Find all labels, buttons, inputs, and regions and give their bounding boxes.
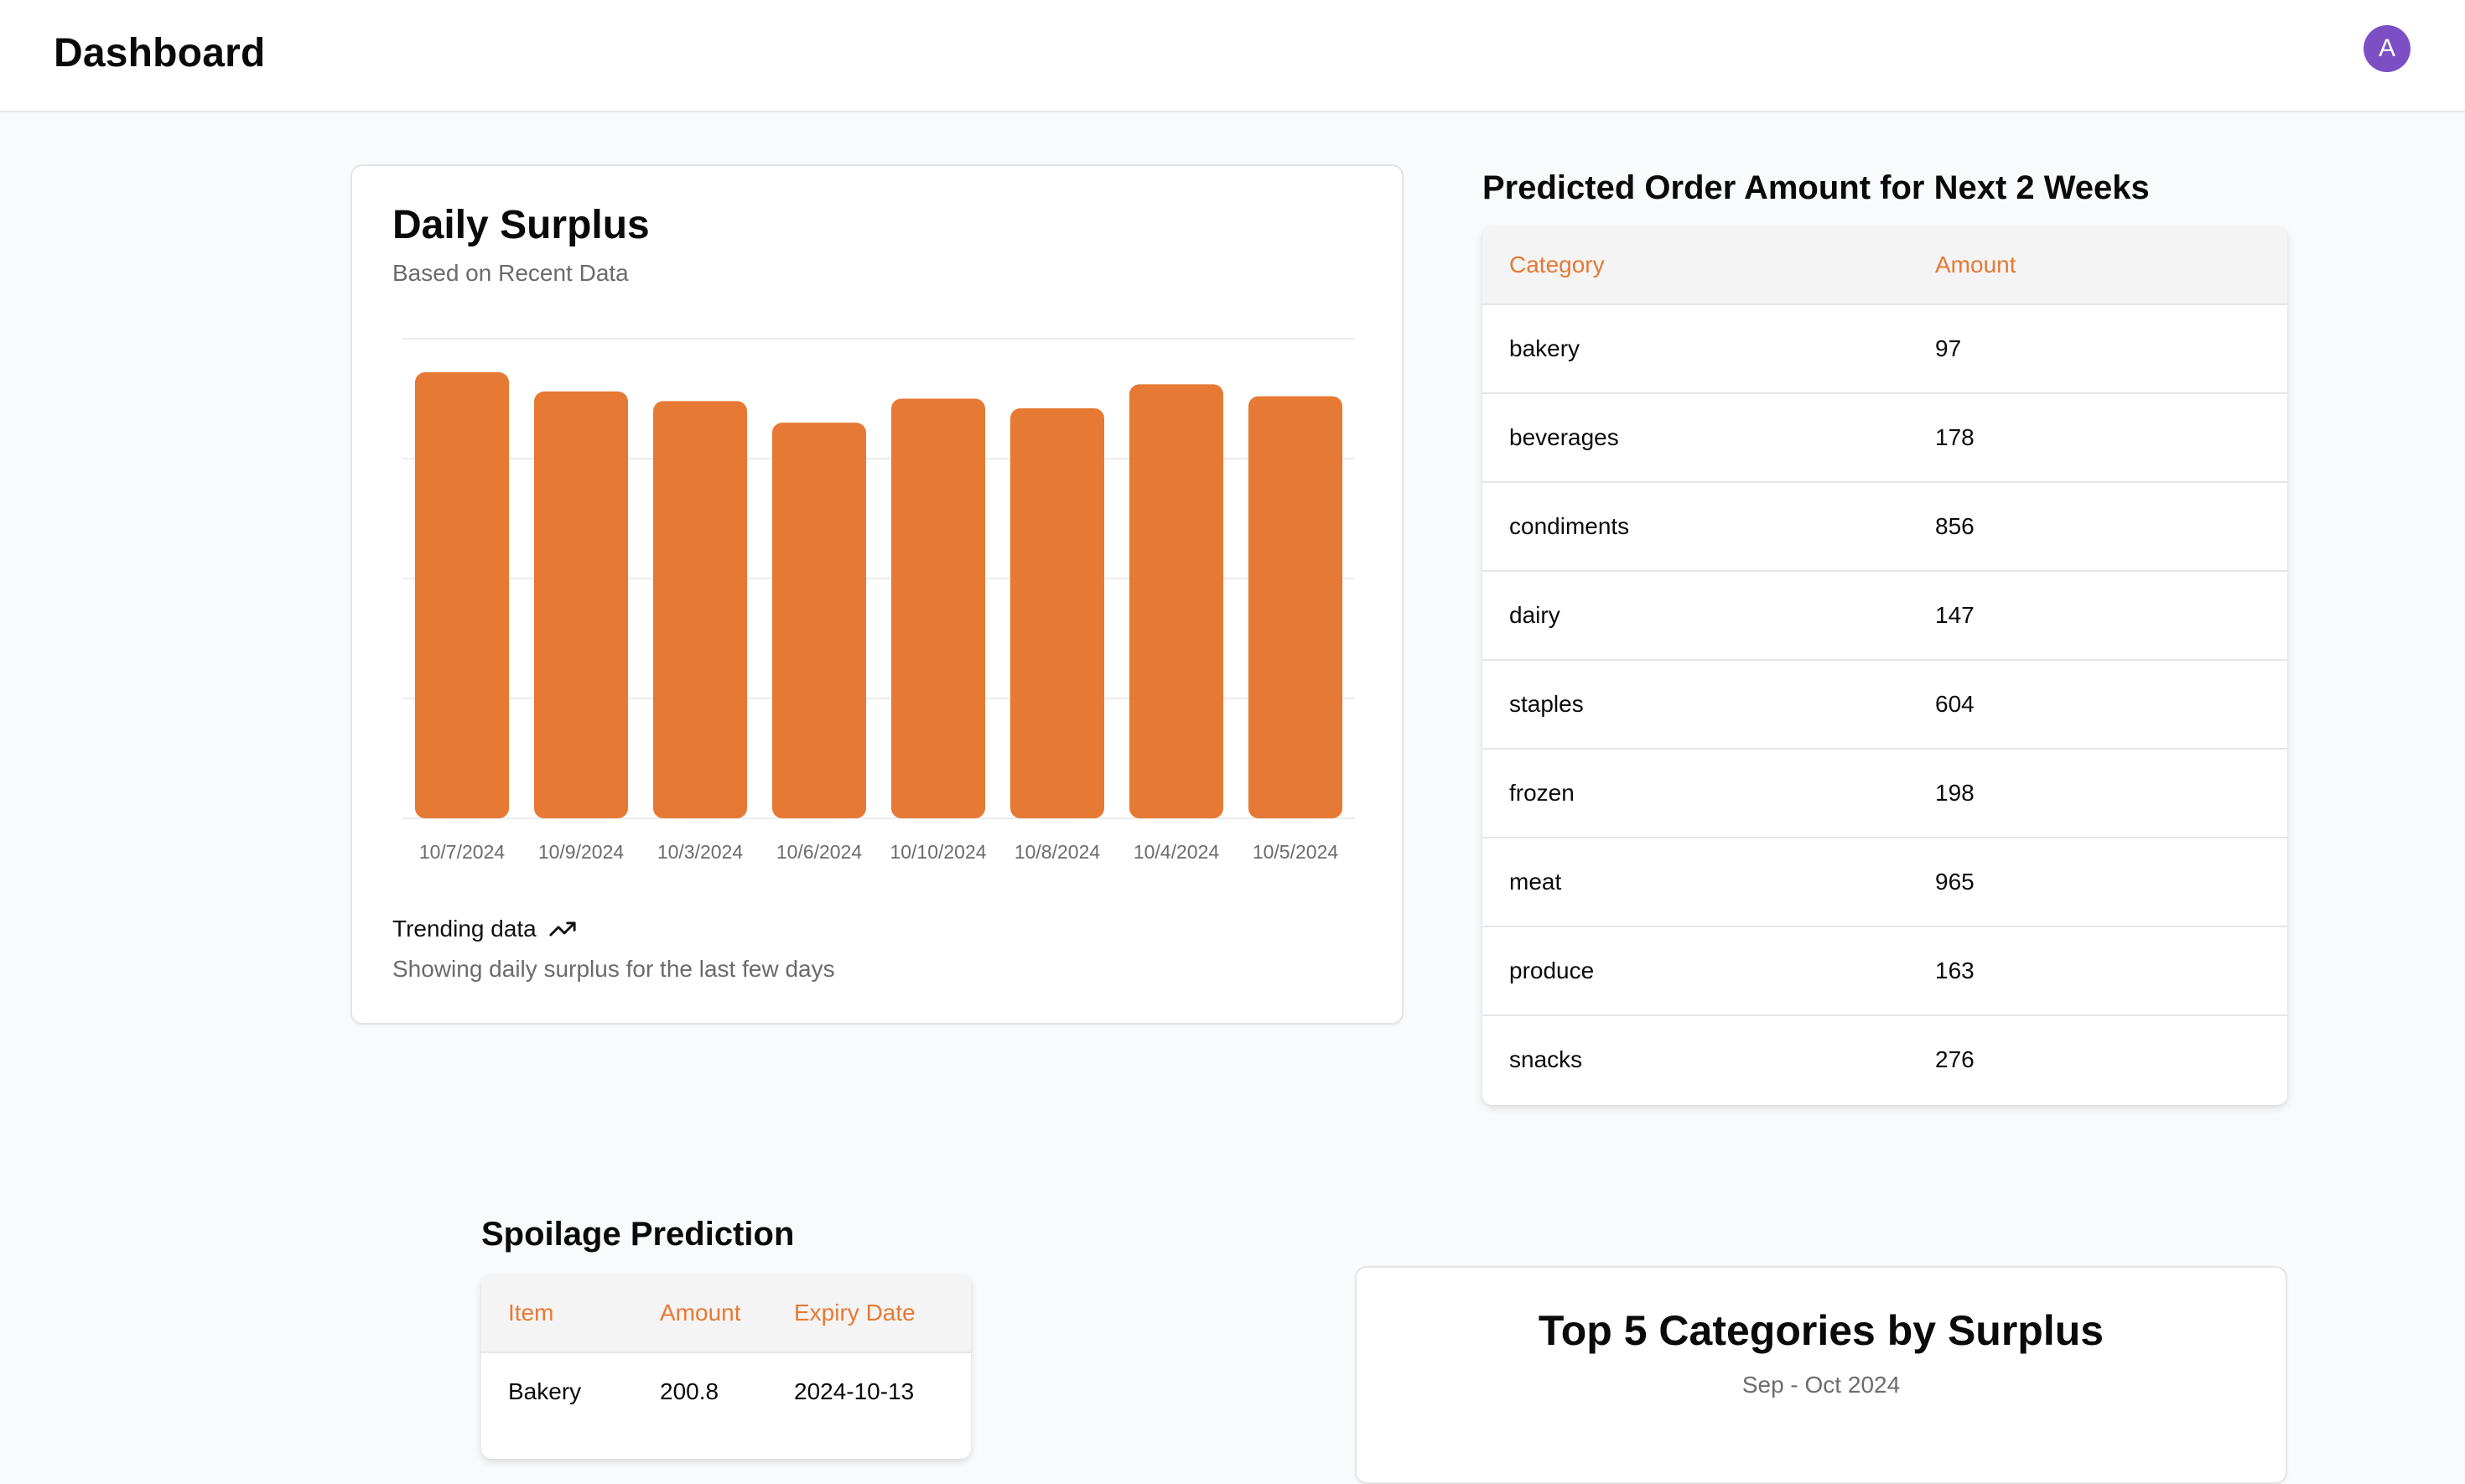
x-tick-label: 10/3/2024: [657, 841, 744, 863]
category-cell: dairy: [1482, 571, 1935, 661]
x-tick-label: 10/10/2024: [890, 841, 986, 863]
item-cell: Bakery: [508, 1378, 582, 1404]
chart-bar[interactable]: [1129, 384, 1223, 819]
amount-cell: 198: [1935, 749, 2287, 838]
chart-bar[interactable]: [653, 401, 747, 818]
column-header-amount: Amount: [1935, 226, 2287, 305]
category-cell: staples: [1482, 660, 1935, 750]
chart-bar[interactable]: [891, 398, 985, 819]
amount-cell: 604: [1935, 660, 2287, 750]
top5-title: Top 5 Categories by Surplus: [1538, 1307, 2104, 1354]
amount-cell: 200.8: [660, 1378, 719, 1404]
trend-label: Trending data: [392, 916, 537, 942]
x-tick-label: 10/7/2024: [419, 841, 506, 863]
daily-surplus-chart: 10/7/2024 10/9/2024 10/3/2024 10/6/2024 10/1…: [402, 338, 1355, 863]
expiry-date-cell: 2024-10-13: [794, 1378, 915, 1404]
trending-up-icon: [549, 921, 576, 937]
amount-cell: 276: [1935, 1046, 1975, 1072]
x-tick-label: 10/4/2024: [1134, 841, 1220, 863]
category-cell: snacks: [1509, 1046, 1583, 1072]
page-title: Dashboard: [54, 31, 266, 75]
table-row: dairy 147: [1482, 571, 2287, 661]
table-row: bakery 97: [1482, 304, 2287, 394]
amount-cell: 965: [1935, 838, 2287, 927]
table-header-row: Item Amount Expiry Date: [481, 1274, 971, 1353]
user-avatar[interactable]: A: [2364, 25, 2411, 72]
chart-bar[interactable]: [1010, 407, 1104, 818]
table-row: condiments 856: [1482, 482, 2287, 572]
x-tick-label: 10/9/2024: [538, 841, 625, 863]
table-row: frozen 198: [1482, 749, 2287, 838]
category-cell: produce: [1482, 926, 1935, 1016]
spoilage-title: Spoilage Prediction: [481, 1216, 795, 1253]
amount-cell: 147: [1935, 571, 2287, 661]
amount-cell: 97: [1935, 304, 2287, 394]
amount-cell: 178: [1935, 393, 2287, 483]
chart-bar[interactable]: [534, 391, 628, 818]
x-tick-label: 10/6/2024: [776, 841, 863, 863]
table-row: beverages 178: [1482, 393, 2287, 483]
category-cell: meat: [1482, 838, 1935, 927]
chart-bar[interactable]: [415, 372, 509, 818]
table-row: meat 965: [1482, 838, 2287, 927]
daily-surplus-card: Daily Surplus Based on Recent Data 10/7/…: [350, 164, 1404, 1025]
category-cell: bakery: [1482, 304, 1935, 394]
column-header-amount: Amount: [660, 1274, 794, 1353]
category-cell: frozen: [1482, 749, 1935, 838]
top5-categories-card: Top 5 Categories by Surplus Sep - Oct 20…: [1355, 1266, 2287, 1484]
daily-surplus-title: Daily Surplus: [392, 203, 650, 247]
table-header-row: Category Amount: [1482, 226, 2287, 305]
category-cell: condiments: [1482, 482, 1935, 572]
table-row: produce 163: [1482, 926, 2287, 1016]
top5-subtitle: Sep - Oct 2024: [1741, 1372, 1901, 1398]
x-tick-label: 10/5/2024: [1253, 841, 1339, 863]
predicted-orders-title: Predicted Order Amount for Next 2 Weeks: [1482, 169, 2150, 206]
table-row: staples 604: [1482, 660, 2287, 750]
column-header-item: Item: [481, 1274, 660, 1353]
x-tick-label: 10/8/2024: [1015, 841, 1101, 863]
table-row: Bakery 200.8 2024-10-13: [481, 1352, 971, 1459]
column-header-expiry-date: Expiry Date: [794, 1274, 971, 1353]
trend-label-row: Trending data: [392, 914, 577, 944]
trend-description: Showing daily surplus for the last few d…: [392, 956, 835, 982]
column-header-category: Category: [1482, 226, 1935, 305]
amount-cell: 856: [1935, 482, 2287, 572]
category-cell: beverages: [1482, 393, 1935, 483]
daily-surplus-subtitle: Based on Recent Data: [392, 260, 629, 286]
chart-bar[interactable]: [772, 423, 866, 818]
chart-bar[interactable]: [1248, 396, 1342, 818]
spoilage-table: Item Amount Expiry Date Bakery 200.8 202…: [481, 1274, 971, 1459]
amount-cell: 163: [1935, 926, 2287, 1016]
top-bar: Dashboard A: [0, 0, 2465, 112]
table-row: snacks 276: [1482, 1015, 2287, 1103]
predicted-orders-table: Category Amount bakery 97 beverages 178 …: [1482, 226, 2287, 1105]
